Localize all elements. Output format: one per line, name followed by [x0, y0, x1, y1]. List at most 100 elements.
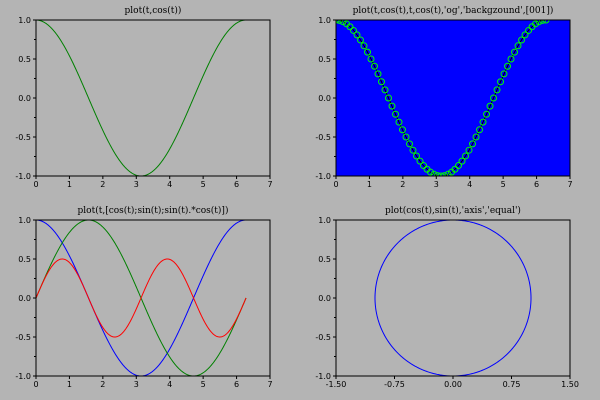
- y-tick-label: 0.5: [18, 255, 31, 264]
- x-tick-label: 1: [67, 380, 72, 389]
- data-marker: [402, 133, 410, 141]
- data-marker: [360, 42, 368, 50]
- data-marker: [542, 20, 550, 24]
- y-tick-label: -1.0: [315, 172, 331, 181]
- x-tick-label: -0.75: [384, 380, 405, 389]
- series-line: [36, 20, 247, 176]
- y-tick-label: -0.5: [15, 133, 31, 142]
- x-tick-label: 2: [400, 180, 405, 189]
- data-marker: [339, 20, 347, 26]
- data-marker: [367, 55, 375, 63]
- x-tick-label: 7: [267, 380, 272, 389]
- data-marker: [420, 162, 428, 170]
- x-tick-label: 6: [234, 180, 239, 189]
- data-marker: [525, 26, 533, 34]
- y-tick-label: 0.0: [18, 94, 31, 103]
- plot-content: [36, 20, 247, 176]
- data-marker: [504, 62, 512, 70]
- y-tick-label: -0.5: [15, 333, 31, 342]
- data-marker: [357, 36, 364, 44]
- series-line: [374, 220, 532, 376]
- subplot-top-right: plot(t,cos(t),t,cos(t),'og','backgzound'…: [315, 5, 572, 189]
- x-tick-label: 4: [167, 380, 172, 389]
- data-marker: [472, 133, 480, 141]
- data-marker: [486, 102, 494, 110]
- subplot-top-left: plot(t,cos(t)) 0 1 2 3 4 5 6 7 -1.0 -0.5 0.0 0.5 1.0: [15, 5, 272, 189]
- y-tick-label: 0.5: [318, 255, 331, 264]
- data-marker: [388, 102, 396, 110]
- x-tick-label: 3: [134, 180, 139, 189]
- data-marker: [444, 170, 452, 176]
- subplot-title: plot(t,cos(t),t,cos(t),'og','backgzound'…: [353, 5, 554, 16]
- data-marker: [451, 165, 459, 173]
- data-marker: [507, 55, 515, 63]
- subplot-title: plot(cos(t),sin(t),'axis','equal'): [385, 205, 521, 216]
- data-marker: [490, 94, 498, 102]
- y-tick-label: 1.0: [18, 216, 31, 225]
- plot-area: [36, 220, 270, 376]
- data-marker: [462, 152, 470, 160]
- x-tick-label: 0.75: [503, 380, 521, 389]
- data-marker: [413, 152, 421, 160]
- series-line: [36, 258, 247, 338]
- data-marker: [392, 110, 400, 118]
- data-marker: [535, 20, 543, 26]
- series-line: [336, 20, 547, 176]
- data-marker: [353, 31, 361, 39]
- data-marker: [479, 118, 487, 126]
- data-marker: [399, 126, 407, 134]
- data-marker: [514, 42, 522, 50]
- plot-area: [36, 20, 270, 176]
- data-marker: [500, 70, 508, 78]
- x-tick-label: 1: [67, 180, 72, 189]
- data-marker: [350, 26, 357, 34]
- plot-area: [336, 220, 570, 376]
- x-tick-label: 4: [167, 180, 172, 189]
- data-marker: [458, 157, 466, 165]
- data-marker: [409, 146, 417, 154]
- y-tick-label: 0.0: [318, 94, 331, 103]
- subplot-title: plot(t,cos(t)): [125, 5, 182, 16]
- data-marker: [511, 48, 519, 56]
- data-marker: [476, 126, 484, 134]
- x-tick-label: 6: [234, 380, 239, 389]
- data-marker: [493, 86, 501, 94]
- y-tick-label: 1.0: [318, 216, 331, 225]
- y-tick-label: 0.5: [18, 55, 31, 64]
- data-marker: [455, 162, 463, 170]
- data-marker: [430, 170, 438, 176]
- y-tick-label: 0.5: [318, 55, 331, 64]
- series-line: [36, 220, 247, 376]
- x-tick-label: 0: [333, 180, 338, 189]
- data-marker: [483, 110, 491, 118]
- y-tick-label: 0.0: [318, 294, 331, 303]
- y-tick-label: -1.0: [15, 172, 31, 181]
- subplot-bottom-left: plot(t,[cos(t);sin(t);sin(t).*cos(t)]) 0…: [15, 205, 272, 389]
- data-marker: [346, 23, 354, 31]
- data-marker: [469, 140, 477, 148]
- x-tick-label: 3: [434, 180, 439, 189]
- x-tick-label: 0: [33, 380, 38, 389]
- subplot-title: plot(t,[cos(t);sin(t);sin(t).*cos(t)]): [78, 205, 229, 216]
- data-marker: [521, 31, 529, 39]
- x-tick-label: 7: [267, 180, 272, 189]
- data-marker: [385, 94, 393, 102]
- data-marker: [497, 78, 505, 86]
- y-tick-label: 1.0: [18, 16, 31, 25]
- data-marker: [465, 146, 473, 154]
- data-marker: [406, 140, 414, 148]
- x-tick-label: 0.00: [444, 380, 462, 389]
- plot-area: [336, 20, 570, 176]
- y-tick-label: 0.0: [18, 294, 31, 303]
- x-tick-label: 4: [467, 180, 472, 189]
- x-tick-label: 5: [501, 180, 506, 189]
- subplot-bottom-right: plot(cos(t),sin(t),'axis','equal') -1.50…: [315, 205, 579, 389]
- x-tick-label: 2: [100, 380, 105, 389]
- x-tick-label: 0: [33, 180, 38, 189]
- plot-content: [374, 220, 532, 376]
- data-marker: [395, 118, 403, 126]
- y-tick-label: -1.0: [315, 372, 331, 381]
- x-tick-label: 1.50: [561, 380, 579, 389]
- y-tick-label: -0.5: [315, 333, 331, 342]
